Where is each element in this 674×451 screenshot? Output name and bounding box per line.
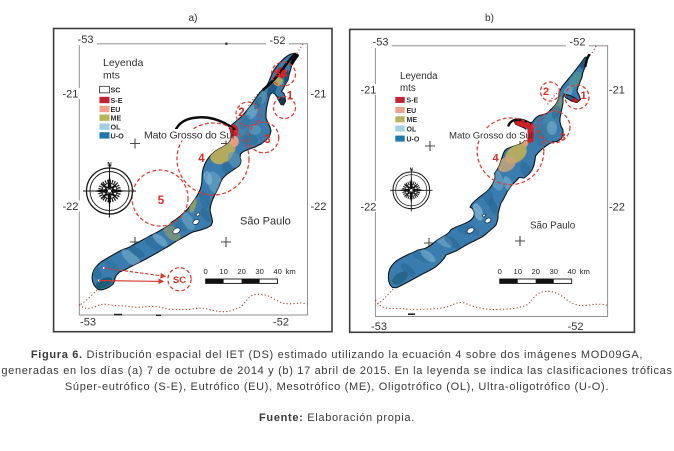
- svg-text:-21: -21: [311, 89, 327, 101]
- svg-text:OL: OL: [407, 126, 417, 133]
- svg-text:-53: -53: [78, 34, 94, 46]
- svg-text:-21: -21: [63, 89, 79, 101]
- svg-text:-22: -22: [609, 202, 625, 214]
- svg-text:2: 2: [238, 107, 244, 119]
- svg-text:-52: -52: [570, 37, 586, 49]
- svg-text:-21: -21: [361, 85, 377, 97]
- svg-text:a): a): [189, 13, 198, 24]
- svg-text:mts: mts: [400, 83, 416, 94]
- svg-text:-53: -53: [80, 317, 96, 329]
- svg-text:Mato Grosso do Sul: Mato Grosso do Sul: [144, 130, 234, 142]
- svg-text:2: 2: [543, 86, 549, 98]
- svg-text:ME: ME: [407, 117, 418, 124]
- svg-text:3: 3: [264, 134, 270, 146]
- svg-text:EU: EU: [111, 105, 121, 114]
- svg-text:ME: ME: [111, 114, 122, 123]
- svg-text:EU: EU: [407, 108, 417, 115]
- svg-text:4: 4: [492, 153, 499, 165]
- svg-text:b): b): [485, 13, 494, 24]
- svg-text:S-E: S-E: [407, 98, 419, 105]
- svg-text:U-O: U-O: [407, 136, 420, 143]
- svg-text:-22: -22: [311, 201, 327, 213]
- svg-text:-22: -22: [63, 201, 79, 213]
- svg-text:SC: SC: [111, 86, 121, 95]
- svg-text:-53: -53: [371, 321, 387, 333]
- svg-text:São Paulo: São Paulo: [530, 221, 576, 232]
- svg-text:SC: SC: [173, 275, 186, 286]
- svg-text:-53: -53: [373, 37, 389, 49]
- svg-text:5: 5: [158, 195, 165, 207]
- svg-text:1: 1: [580, 90, 586, 102]
- svg-text:1: 1: [287, 91, 294, 103]
- svg-text:SC: SC: [274, 69, 287, 80]
- svg-text:Leyenda: Leyenda: [103, 57, 143, 69]
- svg-text:São Paulo: São Paulo: [240, 216, 291, 228]
- svg-text:-52: -52: [270, 35, 286, 47]
- svg-text:4: 4: [198, 153, 205, 165]
- svg-text:-22: -22: [361, 202, 377, 214]
- svg-text:S-E: S-E: [111, 96, 123, 105]
- svg-text:Mato Grosso do Sul: Mato Grosso do Sul: [449, 131, 533, 142]
- svg-text:OL: OL: [111, 123, 122, 132]
- svg-text:Leyenda: Leyenda: [400, 71, 438, 82]
- svg-text:-52: -52: [568, 321, 584, 333]
- svg-text:U-O: U-O: [111, 131, 125, 140]
- svg-text:mts: mts: [103, 70, 120, 82]
- svg-text:-21: -21: [609, 85, 625, 97]
- svg-text:-52: -52: [273, 317, 289, 329]
- svg-text:3: 3: [559, 132, 565, 144]
